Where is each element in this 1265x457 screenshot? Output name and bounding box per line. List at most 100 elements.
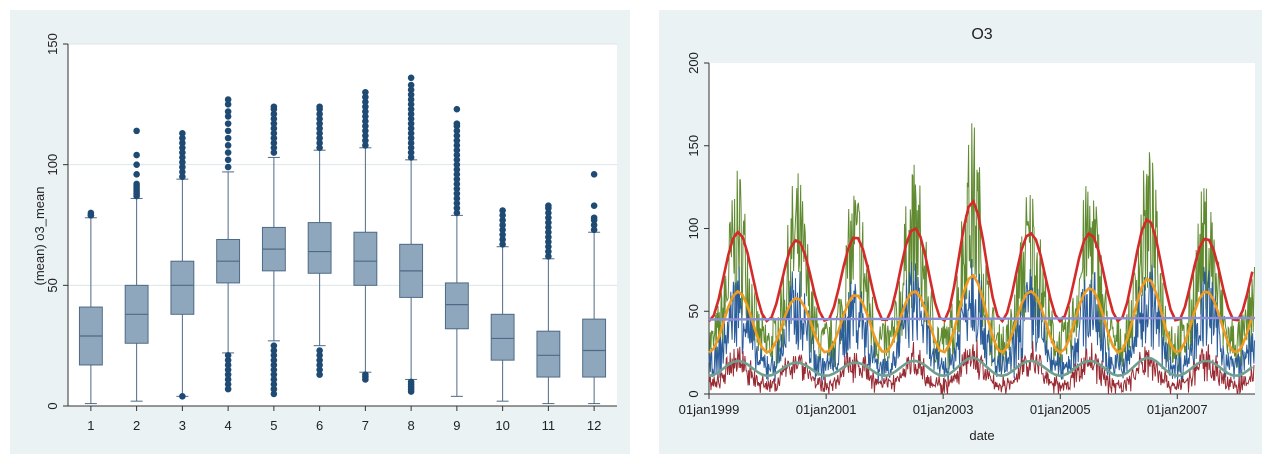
boxplot-outlier — [316, 347, 323, 354]
boxplot-outlier — [224, 101, 232, 108]
boxplot-outlier — [407, 81, 415, 89]
boxplot-box — [307, 222, 332, 274]
boxplot-outlier — [270, 149, 278, 156]
boxplot-x-tick-label: 8 — [408, 418, 415, 433]
boxplot-outlier — [316, 115, 323, 123]
boxplot-outlier — [179, 173, 186, 181]
boxplot-x-tick-label: 4 — [225, 418, 232, 433]
boxplot-outlier — [270, 356, 278, 364]
boxplot-outlier — [453, 151, 461, 159]
boxplot-outlier — [179, 168, 186, 176]
timeseries-title: O3 — [971, 26, 992, 43]
boxplot-outlier — [87, 209, 95, 217]
boxplot-outlier — [407, 91, 415, 98]
boxplot-outlier — [407, 129, 415, 137]
boxplot-outlier — [133, 171, 140, 178]
timeseries-series-line — [708, 316, 1256, 321]
boxplot-outlier — [179, 129, 186, 137]
boxplot-outlier — [179, 144, 186, 152]
boxplot-outlier — [407, 120, 415, 127]
boxplot-x-tick-label: 6 — [316, 418, 323, 433]
boxplot-outlier — [270, 120, 278, 127]
boxplot-outlier — [133, 161, 140, 168]
boxplot-box — [353, 231, 378, 286]
timeseries-x-tick-label: 01jan1999 — [679, 402, 740, 417]
boxplot-x-tick-label: 11 — [542, 418, 556, 433]
boxplot-outlier — [270, 103, 278, 111]
boxplot-outlier — [316, 361, 323, 369]
boxplot-outlier — [362, 137, 369, 144]
boxplot-outlier — [270, 134, 278, 142]
boxplot-outlier — [270, 390, 278, 398]
boxplot-outlier — [590, 171, 598, 178]
boxplot-outlier — [179, 149, 186, 156]
boxplot-outlier — [316, 356, 323, 364]
boxplot-y-tick-label: 0 — [45, 402, 60, 409]
boxplot-outlier — [453, 195, 461, 202]
boxplot-outlier — [270, 139, 278, 147]
boxplot-outlier — [224, 134, 232, 142]
boxplot-outlier — [362, 117, 369, 125]
boxplot-outlier — [224, 113, 232, 120]
boxplot-outlier — [179, 139, 186, 147]
timeseries-series-line — [708, 339, 1255, 395]
boxplot-x-tick-label: 9 — [453, 418, 460, 433]
boxplot-box — [536, 330, 561, 378]
boxplot-outlier — [362, 108, 369, 115]
boxplot-outlier — [316, 125, 323, 132]
boxplot-outlier — [545, 253, 552, 260]
boxplot-outlier — [362, 371, 369, 378]
boxplot-outlier — [545, 243, 552, 251]
timeseries-x-tick-label: 01jan2007 — [1147, 402, 1208, 417]
boxplot-outlier — [545, 219, 552, 226]
boxplot-outlier — [407, 378, 415, 386]
boxplot-outlier — [270, 144, 278, 152]
boxplot-x-tick-label: 10 — [495, 418, 509, 433]
boxplot-outlier — [316, 129, 323, 137]
timeseries-series-line — [708, 356, 1254, 378]
boxplot-outlier — [453, 120, 461, 127]
boxplot-outlier — [270, 376, 278, 383]
boxplot-outlier — [499, 207, 506, 214]
boxplot-outlier — [453, 166, 461, 173]
boxplot-box — [170, 260, 195, 315]
boxplot-outlier — [224, 108, 232, 115]
boxplot-outlier — [499, 231, 506, 238]
boxplot-outlier — [179, 163, 186, 171]
boxplot-box — [490, 313, 515, 361]
boxplot-outlier — [407, 144, 415, 152]
boxplot-outlier — [224, 376, 232, 383]
boxplot-outlier — [499, 241, 506, 248]
timeseries-series-line — [708, 258, 1255, 385]
timeseries-y-tick-label: 200 — [686, 52, 701, 74]
boxplot-outlier — [270, 385, 278, 393]
boxplot-outlier — [453, 142, 461, 149]
boxplot-outlier — [270, 347, 278, 354]
boxplot-outlier — [362, 127, 369, 135]
boxplot-outlier — [545, 238, 552, 246]
timeseries-x-tick-label: 01jan2005 — [1030, 402, 1091, 417]
boxplot-outlier — [453, 175, 461, 183]
boxplot-outlier — [270, 371, 278, 378]
boxplot-outlier — [545, 209, 552, 217]
boxplot-outlier — [453, 105, 461, 113]
boxplot-outlier — [453, 156, 461, 164]
boxplot-outlier — [407, 139, 415, 147]
boxplot-outlier — [316, 139, 323, 147]
boxplot-outlier — [179, 154, 186, 161]
boxplot-outlier — [407, 154, 415, 161]
boxplot-outlier — [362, 142, 369, 149]
boxplot-outlier — [590, 226, 598, 234]
boxplot-outlier — [179, 158, 186, 166]
boxplot-outlier — [133, 180, 140, 188]
boxplot-outlier — [224, 361, 232, 369]
boxplot-outlier — [590, 202, 598, 209]
boxplot-outlier — [545, 224, 552, 231]
boxplot-outlier — [224, 149, 232, 156]
boxplot-outlier — [316, 371, 323, 378]
boxplot-outlier — [316, 144, 323, 152]
boxplot-outlier — [590, 214, 598, 222]
boxplot-box — [582, 318, 607, 378]
boxplot-x-tick-label: 3 — [179, 418, 186, 433]
